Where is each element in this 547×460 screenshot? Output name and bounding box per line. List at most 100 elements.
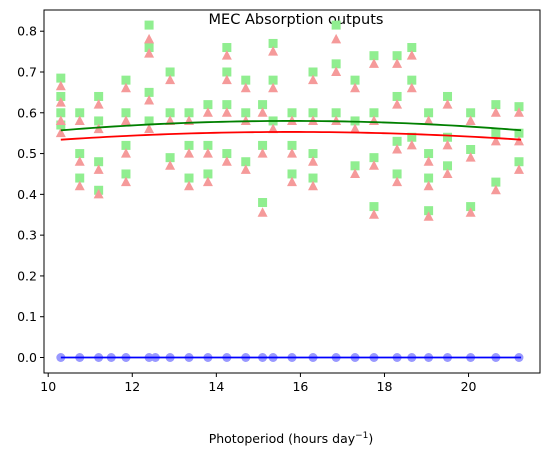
series-2-triangle-point-35 xyxy=(240,164,251,174)
series-2-triangle-point-30 xyxy=(221,74,232,85)
series-1-square-point-81 xyxy=(514,157,524,167)
series-2-triangle-point-4 xyxy=(55,127,66,138)
series-2-triangle-point-72 xyxy=(442,168,453,178)
series-2-triangle-point-20 xyxy=(165,74,176,85)
series-2-triangle-point-28 xyxy=(202,176,213,187)
series-2-triangle-point-29 xyxy=(221,50,232,60)
series-1-square-point-72 xyxy=(443,161,453,171)
series-2-triangle-point-38 xyxy=(257,207,268,217)
series-2-triangle-point-78 xyxy=(490,184,501,195)
series-2-triangle-point-52 xyxy=(350,82,361,93)
series-1-square-point-36 xyxy=(258,100,268,110)
series-2-triangle-point-76 xyxy=(490,107,501,117)
series-1-square-point-3 xyxy=(56,108,66,118)
series-1-square-point-45 xyxy=(308,67,318,77)
x-tick-label-10: 10 xyxy=(40,379,56,394)
series-2-triangle-point-50 xyxy=(331,66,342,76)
x-axis-label-text: Photoperiod (hours day xyxy=(209,431,356,446)
series-1-square-point-67 xyxy=(424,149,434,159)
series-1-square-point-43 xyxy=(287,140,297,150)
series-2-triangle-point-60 xyxy=(392,99,403,109)
y-tick-label-0.3: 0.3 xyxy=(17,228,37,243)
x-tick-label-14: 14 xyxy=(208,379,224,394)
series-2-triangle-point-61 xyxy=(392,143,403,154)
series-1-square-point-28 xyxy=(203,169,213,179)
series-1-square-point-51 xyxy=(331,108,341,118)
series-2-triangle-point-2 xyxy=(55,97,66,107)
series-1-square-point-27 xyxy=(203,140,213,150)
series-2-triangle-point-26 xyxy=(202,107,213,117)
series-2-triangle-point-80 xyxy=(513,135,524,146)
y-axis-ticks: 0.0 0.1 0.2 0.3 0.4 0.5 0.6 0.7 0.8 xyxy=(17,24,44,365)
series-1-square-point-74 xyxy=(466,144,476,154)
series-1-square-point-20 xyxy=(165,67,175,77)
series-2-triangle-point-65 xyxy=(406,139,417,150)
series-1-square-point-78 xyxy=(491,177,501,187)
x-axis-label-superscript: −1 xyxy=(355,431,368,441)
series-1-square-point-33 xyxy=(241,75,251,85)
series-1-square-point-26 xyxy=(203,100,213,110)
series-1-square-point-37 xyxy=(258,140,268,150)
series-2-triangle-point-22 xyxy=(165,160,176,170)
series-1-square-point-56 xyxy=(369,108,379,118)
series-2-triangle-point-18 xyxy=(144,95,155,105)
series-2-triangle-point-74 xyxy=(465,152,476,162)
series-1-square-point-24 xyxy=(184,140,194,150)
series-1-square-point-17 xyxy=(144,43,154,53)
series-1-square-point-30 xyxy=(222,67,232,77)
y-tick-label-0.5: 0.5 xyxy=(17,146,37,161)
series-1-square-point-29 xyxy=(222,43,232,53)
series-1-square-point-76 xyxy=(491,100,501,110)
series-2-triangle-point-33 xyxy=(240,82,251,93)
series-1-square-point-31 xyxy=(222,100,232,110)
series-2-triangle-point-37 xyxy=(257,148,268,158)
series-1-square-point-32 xyxy=(222,149,232,159)
series-1-square-point-58 xyxy=(369,202,379,212)
x-axis-label: Photoperiod (hours day−1) xyxy=(209,431,374,446)
series-1-square-point-64 xyxy=(407,75,417,85)
y-tick-label-0.7: 0.7 xyxy=(17,64,37,79)
series-2-triangle-point-39 xyxy=(268,46,279,56)
series-1-square-point-60 xyxy=(392,91,402,101)
series-1-square-point-9 xyxy=(94,116,104,126)
series-2-triangle-point-77 xyxy=(490,135,501,146)
x-tick-label-16: 16 xyxy=(292,379,308,394)
y-tick-label-0.4: 0.4 xyxy=(17,187,37,202)
series-1-square-point-61 xyxy=(392,136,402,146)
series-1-square-point-34 xyxy=(241,108,251,118)
series-2-triangle-point-31 xyxy=(221,107,232,117)
series-1-square-point-46 xyxy=(308,108,318,118)
series-1-square-point-2 xyxy=(56,91,66,101)
series-2-triangle-point-11 xyxy=(93,188,104,199)
series-1-square-point-44 xyxy=(287,169,297,179)
series-2-triangle-point-17 xyxy=(144,48,155,58)
series-1-square-point-6 xyxy=(75,149,85,159)
series-2-triangle-point-10 xyxy=(93,164,104,174)
series-2-triangle-point-79 xyxy=(513,107,524,117)
x-axis-label-close: ) xyxy=(368,431,373,446)
series-2-triangle-point-13 xyxy=(120,115,131,125)
series-2-triangle-point-64 xyxy=(406,82,417,93)
series-2-triangle-point-7 xyxy=(74,180,85,191)
plot-marks xyxy=(55,20,524,363)
y-tick-label-0.1: 0.1 xyxy=(17,309,37,324)
series-2-triangle-point-36 xyxy=(257,107,268,117)
series-2-triangle-point-24 xyxy=(184,148,195,158)
series-2-triangle-point-3 xyxy=(55,115,66,125)
x-tick-label-20: 20 xyxy=(461,379,477,394)
series-1-square-point-35 xyxy=(241,157,251,167)
series-2-triangle-point-62 xyxy=(392,176,403,187)
series-2-triangle-point-71 xyxy=(442,139,453,150)
series-1-square-point-7 xyxy=(75,173,85,183)
series-1-square-point-19 xyxy=(144,116,154,126)
series-2-triangle-point-45 xyxy=(308,74,319,85)
series-1-square-point-16 xyxy=(144,20,154,30)
series-1-square-point-71 xyxy=(443,132,453,142)
series-1-square-point-8 xyxy=(94,91,104,101)
series-1-square-point-49 xyxy=(331,20,341,30)
series-2-triangle-point-81 xyxy=(513,164,524,174)
x-tick-label-12: 12 xyxy=(124,379,140,394)
series-2-triangle-point-5 xyxy=(74,115,85,125)
series-2-triangle-point-59 xyxy=(392,58,403,68)
